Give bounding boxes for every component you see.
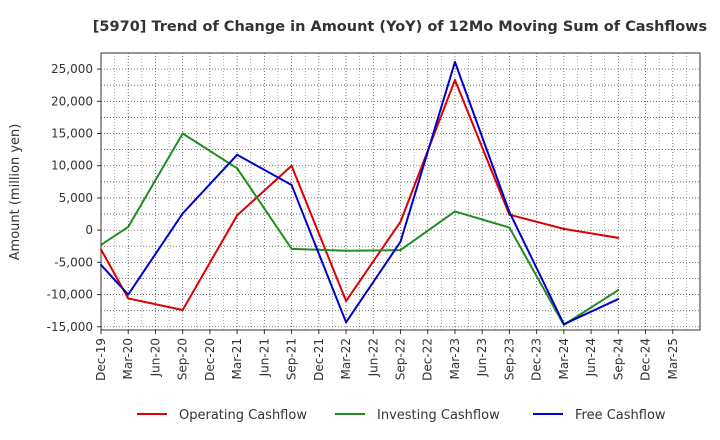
x-tick-label: Dec-24 xyxy=(639,338,653,381)
y-tick-label: 10,000 xyxy=(51,159,93,173)
data-point xyxy=(453,79,456,82)
data-point xyxy=(100,248,102,251)
data-point xyxy=(181,212,184,215)
legend: Operating Cashflow Investing Cashflow Free… xyxy=(137,408,666,423)
data-point xyxy=(127,293,130,296)
data-point xyxy=(399,249,402,252)
data-point xyxy=(290,164,293,167)
data-point xyxy=(345,249,348,252)
x-tick-label: Jun-22 xyxy=(366,338,380,377)
x-tick-label: Dec-22 xyxy=(421,338,435,381)
data-point xyxy=(290,247,293,250)
data-point xyxy=(100,243,102,246)
x-tick-label: Sep-22 xyxy=(394,338,408,380)
data-point xyxy=(399,220,402,223)
data-point xyxy=(345,321,348,324)
y-tick-label: -10,000 xyxy=(47,288,93,302)
data-point xyxy=(453,210,456,213)
y-tick-label: -15,000 xyxy=(47,320,93,334)
chart-title: [5970] Trend of Change in Amount (YoY) o… xyxy=(93,19,707,35)
data-point xyxy=(399,240,402,243)
x-tick-label: Jun-24 xyxy=(584,338,598,377)
x-tick-label: Jun-23 xyxy=(475,338,489,377)
data-point xyxy=(617,236,620,239)
legend-label: Operating Cashflow xyxy=(179,408,307,423)
x-tick-label: Mar-21 xyxy=(230,338,244,379)
data-point xyxy=(345,300,348,303)
data-point xyxy=(100,263,102,266)
y-tick-label: 5,000 xyxy=(59,191,93,205)
data-point xyxy=(181,132,184,135)
y-tick-label: 25,000 xyxy=(51,62,93,76)
data-point xyxy=(508,226,511,229)
y-tick-label: -5,000 xyxy=(54,255,93,269)
y-axis-label: Amount (million yen) xyxy=(8,124,23,261)
data-point xyxy=(508,211,511,214)
x-tick-label: Dec-19 xyxy=(94,338,108,381)
legend-label: Free Cashflow xyxy=(575,408,666,423)
data-point xyxy=(617,289,620,292)
x-tick-label: Mar-24 xyxy=(557,338,571,379)
x-tick-label: Jun-21 xyxy=(257,338,271,377)
data-point xyxy=(290,184,293,187)
data-point xyxy=(236,214,239,217)
x-tick-label: Sep-23 xyxy=(502,338,516,380)
x-tick-label: Mar-22 xyxy=(339,338,353,379)
x-tick-label: Dec-20 xyxy=(203,338,217,381)
x-tick-label: Sep-24 xyxy=(611,338,625,380)
x-tick-label: Mar-20 xyxy=(121,338,135,379)
x-tick-label: Dec-21 xyxy=(312,338,326,381)
data-point xyxy=(562,323,565,326)
data-point xyxy=(127,225,130,228)
x-tick-label: Dec-23 xyxy=(530,338,544,381)
x-tick-label: Sep-21 xyxy=(285,338,299,380)
y-tick-label: 0 xyxy=(85,223,93,237)
data-point xyxy=(181,309,184,312)
data-point xyxy=(617,298,620,301)
legend-label: Investing Cashflow xyxy=(377,408,500,423)
y-tick-label: 20,000 xyxy=(51,94,93,108)
x-tick-label: Jun-20 xyxy=(148,338,162,377)
y-tick-label: 15,000 xyxy=(51,127,93,141)
data-point xyxy=(562,227,565,230)
data-point xyxy=(236,167,239,170)
plot-area: 25,000 20,000 15,000 10,000 5,000 0 -5,000 -10,… xyxy=(47,52,701,381)
data-point xyxy=(236,153,239,156)
data-point xyxy=(127,297,130,300)
x-tick-label: Sep-20 xyxy=(176,338,190,380)
x-tick-label: Mar-25 xyxy=(666,338,680,379)
x-tick-label: Mar-23 xyxy=(448,338,462,379)
data-point xyxy=(453,61,456,64)
